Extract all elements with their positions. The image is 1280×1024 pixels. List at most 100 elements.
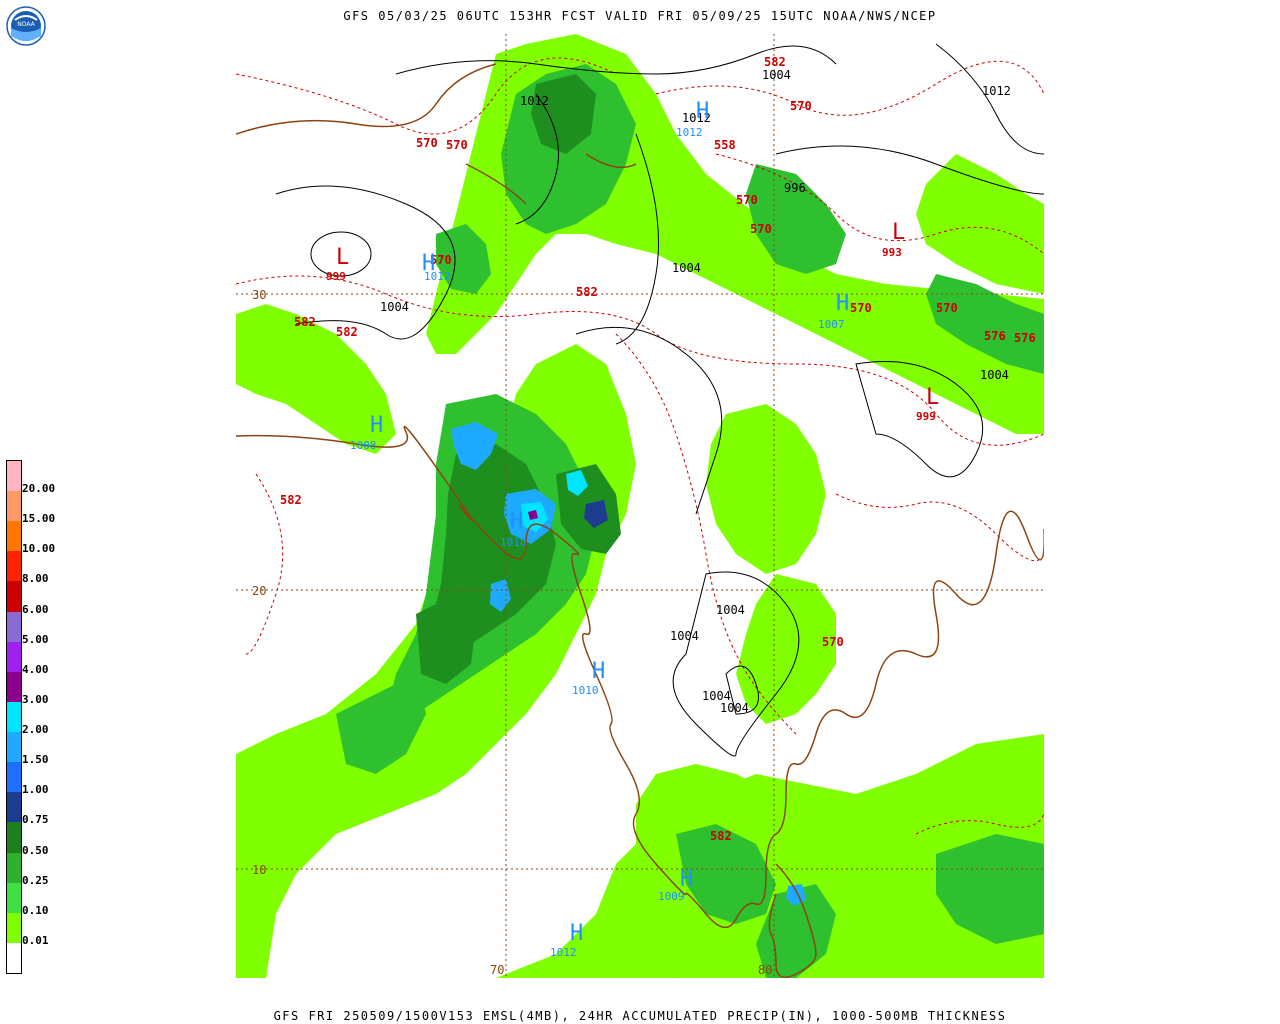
legend-label: 10.00 [22,542,56,556]
map-canvas: 30 20 10 70 80 582 582 582 582 570 570 5… [236,34,1044,978]
pressure-labels: 1004 1012 1012 1012 996 1004 1004 1004 1… [380,68,1011,715]
pressure-label: 1012 [682,111,711,125]
svg-text:999: 999 [916,410,936,423]
svg-text:1008: 1008 [350,439,377,452]
legend-swatch [7,822,21,853]
pressure-label: 1004 [670,629,699,643]
thickness-labels: 582 582 582 582 570 570 570 570 570 570 … [280,55,1036,843]
grid-labels: 30 20 10 70 80 [252,288,772,977]
svg-text:H: H [696,99,709,124]
legend-label: 2.00 [22,723,49,737]
svg-text:1012: 1012 [676,126,703,139]
legend-label: 1.00 [22,783,49,797]
forecast-map: 30 20 10 70 80 582 582 582 582 570 570 5… [236,34,1044,978]
svg-text:L: L [336,245,349,270]
svg-text:L: L [892,220,905,245]
thickness-label: 558 [714,138,736,152]
legend-label: 6.00 [22,602,49,616]
thickness-label: 570 [446,138,468,152]
precip-legend [6,460,22,974]
precip-blue-cores [451,422,806,906]
legend-swatch [7,521,21,552]
svg-text:H: H [836,291,849,316]
legend-swatch [7,611,21,642]
footer-title: GFS FRI 250509/1500V153 EMSL(4MB), 24HR … [273,1009,1007,1023]
noaa-logo-icon: NOAA [6,6,46,46]
legend-label: 15.00 [22,512,56,526]
legend-swatch [7,732,21,763]
thickness-label: 570 [936,301,958,315]
legend-swatch [7,912,21,943]
svg-text:H: H [570,921,583,946]
svg-text:H: H [510,509,523,534]
legend-swatch [7,882,21,913]
legend-label: 3.00 [22,692,49,706]
thickness-label: 570 [822,635,844,649]
lon-label-80: 80 [758,963,772,977]
pressure-label: 1004 [716,603,745,617]
thickness-label: 570 [850,301,872,315]
legend-label: 8.00 [22,572,49,586]
legend-swatch [7,641,21,672]
svg-text:1007: 1007 [818,318,845,331]
lat-label-20: 20 [252,584,266,598]
pressure-label: 1004 [762,68,791,82]
thickness-label: 570 [790,99,812,113]
legend-label: 0.25 [22,873,49,887]
legend-label: 0.75 [22,813,49,827]
chart-title: GFS 05/03/25 06UTC 153HR FCST VALID FRI … [343,9,937,23]
pressure-label: 1012 [982,84,1011,98]
svg-text:H: H [422,251,435,276]
precip-dark-areas [416,74,621,684]
legend-label: 5.00 [22,632,49,646]
legend-swatch [7,942,21,973]
legend-swatch [7,491,21,522]
legend-swatch [7,581,21,612]
legend-label: 0.01 [22,933,49,947]
pressure-label: 1004 [980,368,1009,382]
svg-text:NOAA: NOAA [17,21,35,28]
svg-text:993: 993 [882,246,902,259]
pressure-label: 1004 [720,701,749,715]
legend-swatch [7,551,21,582]
thickness-label: 582 [764,55,786,69]
legend-swatch [7,852,21,883]
pressure-label: 1004 [672,261,701,275]
legend-swatch [7,792,21,823]
svg-text:H: H [680,867,693,892]
legend-label: 20.00 [22,482,56,496]
svg-text:999: 999 [326,270,346,283]
thickness-label: 582 [576,285,598,299]
thickness-label: 582 [336,325,358,339]
lat-label-30: 30 [252,288,266,302]
high-center: H 1010 [500,509,527,549]
pressure-label: 1004 [380,300,409,314]
legend-swatch [7,671,21,702]
coastline [236,63,1044,978]
legend-label: 0.10 [22,903,49,917]
lon-label-70: 70 [490,963,504,977]
precip-light-areas [236,34,1044,978]
svg-text:1010: 1010 [500,536,527,549]
thickness-label: 582 [280,493,302,507]
svg-text:H: H [592,659,605,684]
legend-label: 4.00 [22,662,49,676]
lat-label-10: 10 [252,863,266,877]
legend-swatch [7,461,21,492]
svg-text:1012: 1012 [550,946,577,959]
thickness-label: 570 [750,222,772,236]
svg-text:1012: 1012 [424,270,451,283]
svg-text:1009: 1009 [658,890,685,903]
high-center: H 1007 [818,291,849,331]
thickness-label: 570 [430,253,452,267]
pressure-label: 996 [784,181,806,195]
